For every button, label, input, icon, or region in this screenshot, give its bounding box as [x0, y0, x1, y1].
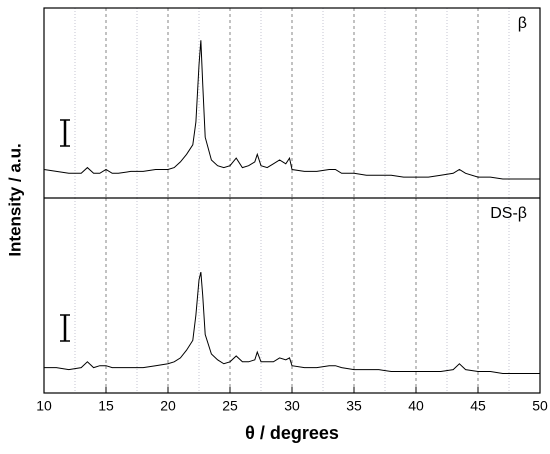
series-label: DS-β — [490, 205, 527, 222]
data-line — [43, 40, 540, 180]
x-tick-label: 50 — [532, 398, 548, 414]
x-tick-label: 20 — [160, 398, 176, 414]
x-tick-label: 30 — [284, 398, 300, 414]
x-tick-label: 40 — [408, 398, 424, 414]
series-label: β — [518, 15, 527, 32]
x-axis-label: θ / degrees — [245, 423, 339, 443]
x-tick-label: 10 — [36, 398, 52, 414]
x-tick-label: 45 — [470, 398, 486, 414]
x-tick-label: 15 — [98, 398, 114, 414]
data-line — [44, 271, 540, 374]
x-tick-label: 25 — [222, 398, 238, 414]
y-axis-label: Intensity / a.u. — [5, 143, 24, 256]
x-tick-label: 35 — [346, 398, 362, 414]
